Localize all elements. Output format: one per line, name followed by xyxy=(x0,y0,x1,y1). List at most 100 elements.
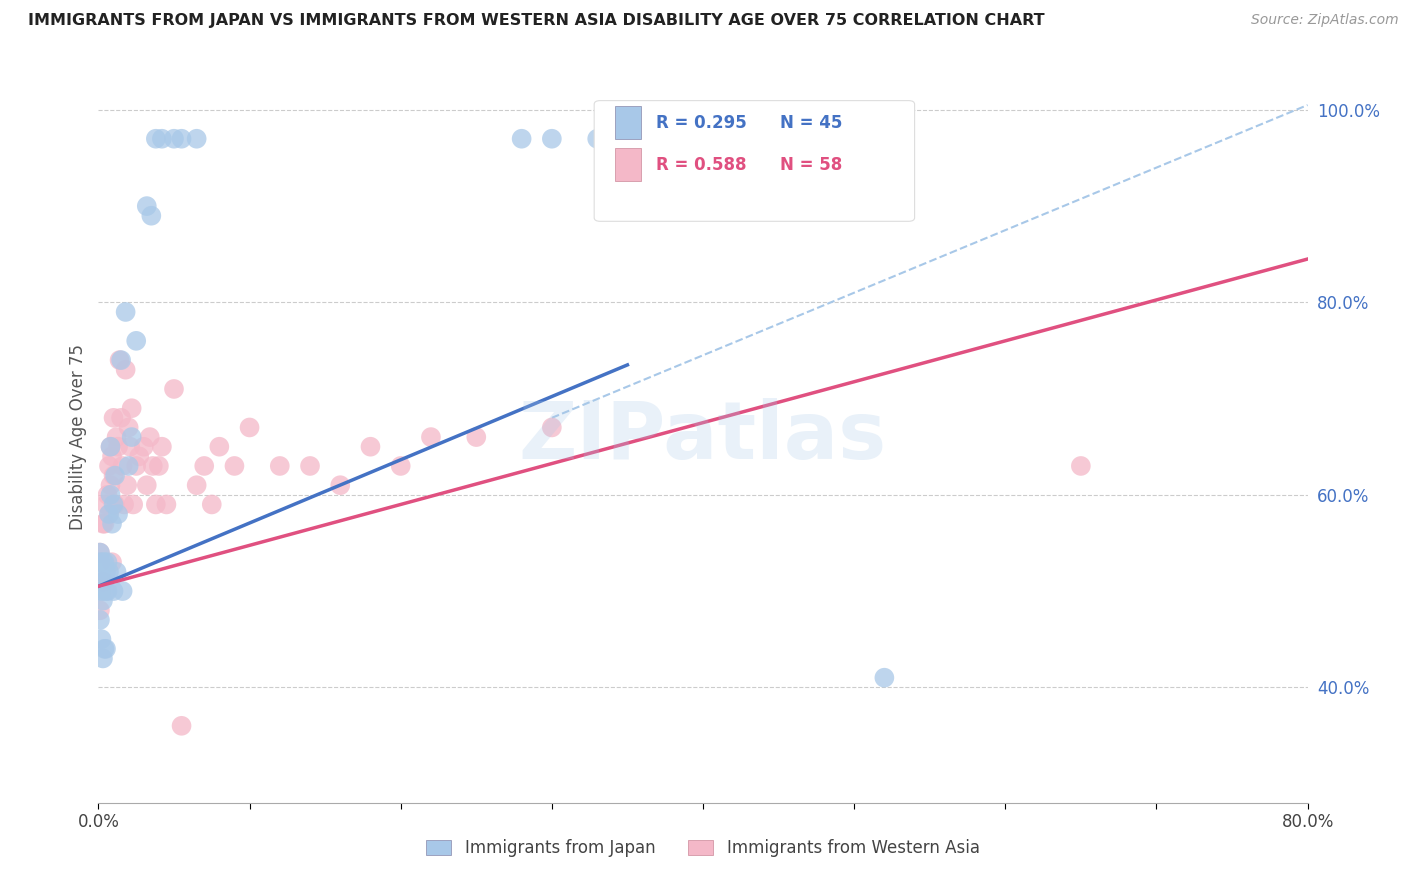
Point xyxy=(104,468,127,483)
Point xyxy=(100,440,122,454)
Point xyxy=(98,507,121,521)
Point xyxy=(93,574,115,589)
Point xyxy=(186,478,208,492)
Point xyxy=(128,450,150,464)
Point xyxy=(107,440,129,454)
Y-axis label: Disability Age Over 75: Disability Age Over 75 xyxy=(69,344,87,530)
Point xyxy=(420,430,443,444)
Point xyxy=(94,498,117,512)
Point xyxy=(1070,458,1092,473)
Point xyxy=(94,641,117,656)
Bar xyxy=(614,148,641,181)
Point xyxy=(101,450,124,464)
Point xyxy=(93,641,115,656)
Point xyxy=(101,516,124,531)
Point xyxy=(91,516,114,531)
Point xyxy=(100,478,122,492)
Point xyxy=(90,565,112,579)
Point xyxy=(193,458,215,473)
Point xyxy=(150,440,173,454)
Point xyxy=(91,574,114,589)
Point xyxy=(98,458,121,473)
Point xyxy=(103,498,125,512)
Text: R = 0.588: R = 0.588 xyxy=(655,155,747,174)
Point xyxy=(125,334,148,348)
Point xyxy=(239,420,262,434)
Point xyxy=(104,498,127,512)
Point xyxy=(163,382,186,396)
Point xyxy=(89,545,111,559)
Point xyxy=(89,545,111,559)
Point xyxy=(510,132,533,146)
Point xyxy=(90,584,112,599)
Point xyxy=(150,132,173,146)
Point xyxy=(631,132,654,146)
Point xyxy=(389,458,412,473)
Point xyxy=(121,430,143,444)
Point xyxy=(91,555,114,569)
Text: ZIPatlas: ZIPatlas xyxy=(519,398,887,476)
Point xyxy=(111,458,134,473)
Point xyxy=(107,507,129,521)
Point xyxy=(93,516,115,531)
Point xyxy=(329,478,352,492)
Bar xyxy=(614,106,641,139)
Point xyxy=(94,565,117,579)
Point xyxy=(89,555,111,569)
Point xyxy=(100,440,122,454)
Point xyxy=(224,458,246,473)
Legend: Immigrants from Japan, Immigrants from Western Asia: Immigrants from Japan, Immigrants from W… xyxy=(419,832,987,864)
Point xyxy=(91,651,114,665)
Point xyxy=(121,401,143,416)
Point xyxy=(89,613,111,627)
Point xyxy=(115,478,138,492)
Point xyxy=(114,362,136,376)
Point xyxy=(142,458,165,473)
Point xyxy=(98,507,121,521)
Point xyxy=(170,719,193,733)
Point xyxy=(112,498,135,512)
Point xyxy=(201,498,224,512)
Point xyxy=(163,132,186,146)
Point xyxy=(93,555,115,569)
Point xyxy=(98,565,121,579)
Point xyxy=(90,584,112,599)
Point xyxy=(873,671,896,685)
Point xyxy=(465,430,488,444)
Point xyxy=(111,584,134,599)
Point xyxy=(125,458,148,473)
Point xyxy=(96,555,118,569)
Point xyxy=(103,468,125,483)
Point xyxy=(540,420,562,434)
Point xyxy=(89,603,111,617)
Point xyxy=(148,458,170,473)
Point xyxy=(120,440,142,454)
Point xyxy=(91,574,114,589)
Point xyxy=(108,353,131,368)
Point xyxy=(103,584,125,599)
Point xyxy=(139,430,162,444)
Text: Source: ZipAtlas.com: Source: ZipAtlas.com xyxy=(1251,13,1399,28)
Point xyxy=(122,498,145,512)
Text: N = 45: N = 45 xyxy=(780,114,842,132)
Point xyxy=(141,209,163,223)
Point xyxy=(135,199,157,213)
Point xyxy=(155,498,177,512)
FancyBboxPatch shape xyxy=(595,101,915,221)
Text: R = 0.295: R = 0.295 xyxy=(655,114,747,132)
Point xyxy=(110,353,132,368)
Point xyxy=(360,440,382,454)
Point xyxy=(94,584,117,599)
Point xyxy=(208,440,231,454)
Point xyxy=(101,555,124,569)
Point xyxy=(132,440,155,454)
Point xyxy=(186,132,208,146)
Text: IMMIGRANTS FROM JAPAN VS IMMIGRANTS FROM WESTERN ASIA DISABILITY AGE OVER 75 COR: IMMIGRANTS FROM JAPAN VS IMMIGRANTS FROM… xyxy=(28,13,1045,29)
Point xyxy=(89,555,111,569)
Point xyxy=(299,458,322,473)
Point xyxy=(540,132,562,146)
Point xyxy=(145,132,167,146)
Point xyxy=(105,430,128,444)
Point xyxy=(118,420,141,434)
Point xyxy=(586,132,609,146)
